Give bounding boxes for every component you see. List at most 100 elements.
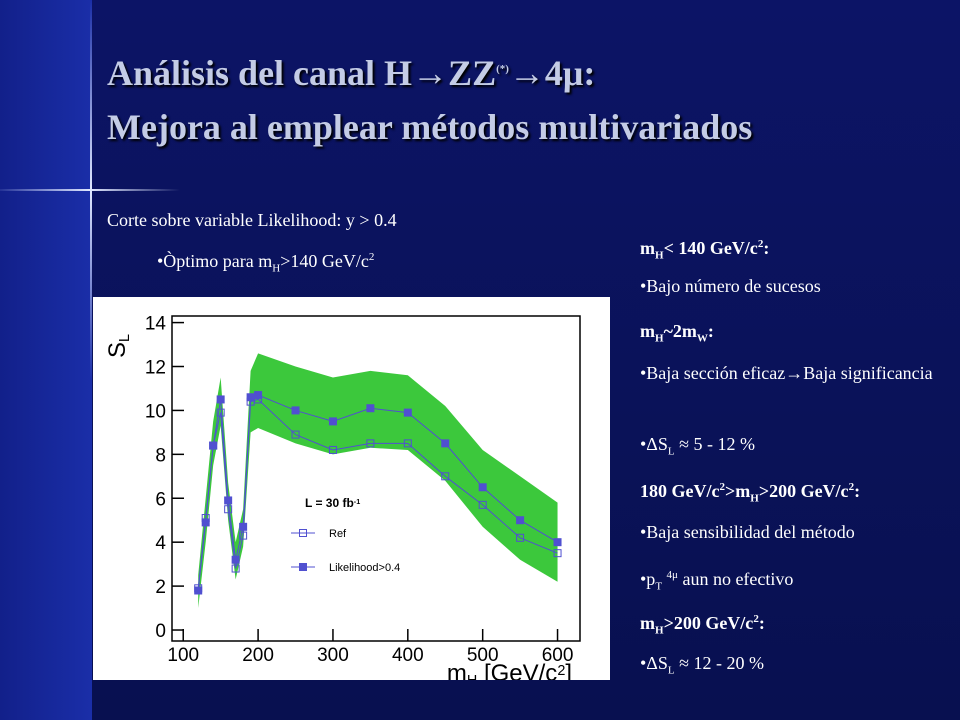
- text-run: >140 GeV/c: [280, 251, 369, 271]
- text-run: ~2m: [663, 321, 697, 341]
- marker: [291, 430, 300, 439]
- text-run: -1: [354, 497, 360, 506]
- text-run: H: [655, 332, 664, 345]
- text-run: L: [667, 445, 675, 458]
- text-run: •p: [640, 569, 656, 589]
- marker: [231, 555, 240, 564]
- marker: [201, 518, 210, 527]
- x-tick-label: 200: [242, 645, 274, 666]
- text-heading: mH< 140 GeV/c2:: [640, 233, 950, 267]
- text-run: (*): [496, 63, 509, 75]
- marker: [231, 564, 240, 573]
- text-run: :: [763, 238, 770, 258]
- marker: [441, 439, 450, 448]
- legend-title: L = 30 fb-1: [305, 496, 360, 510]
- bullet: •Baja sensibilidad del método: [640, 521, 950, 543]
- text-run: 2: [848, 481, 855, 493]
- text-run: •Baja sección eficaz→Baja significancia: [640, 363, 933, 383]
- text-run: :: [758, 613, 765, 633]
- y-tick-label: 0: [155, 621, 166, 642]
- text-run: 2: [557, 663, 565, 679]
- marker: [216, 408, 225, 417]
- marker: [366, 439, 375, 448]
- text-run: Análisis del canal H→ZZ: [107, 53, 497, 93]
- text-run: H: [655, 624, 664, 637]
- legend-marker: [299, 529, 307, 537]
- marker: [254, 391, 263, 400]
- text-run: S: [104, 342, 131, 358]
- flare: [90, 0, 92, 380]
- title-line: Análisis del canal H→ZZ(*)→4μ:: [107, 52, 595, 94]
- x-tick-label: 100: [167, 645, 199, 666]
- marker: [224, 496, 233, 505]
- text-run: Mejora al emplear métodos multivariados: [107, 107, 753, 147]
- y-tick-label: 6: [155, 489, 166, 510]
- text-run: m: [640, 321, 655, 341]
- text-run: L: [667, 664, 675, 677]
- text-run: 2: [719, 481, 725, 493]
- text-run: H: [272, 262, 281, 275]
- text-run: →4μ:: [508, 53, 596, 93]
- text-line: Corte sobre variable Likelihood: y > 0.4: [107, 210, 397, 231]
- text-run: :: [707, 321, 714, 341]
- text-line: •Òptimo para mH>140 GeV/c2: [157, 251, 374, 275]
- text-run: •Òptimo para m: [157, 251, 273, 271]
- marker: [553, 549, 562, 558]
- series-line: [197, 398, 558, 589]
- marker: [441, 472, 450, 481]
- uncertainty-band: [198, 353, 558, 609]
- marker: [224, 505, 233, 514]
- bullet: •ΔSL ≈ 12 - 20 %: [640, 652, 950, 682]
- marker: [246, 393, 255, 402]
- text-run: [GeV/c: [477, 660, 557, 680]
- text-run: < 140 GeV/c: [663, 238, 758, 258]
- y-tick-label: 4: [155, 533, 166, 554]
- text-run: ≈ 5 - 12 %: [674, 434, 755, 454]
- text-run: •ΔS: [640, 653, 668, 673]
- y-tick-label: 2: [155, 577, 166, 598]
- marker: [291, 406, 300, 415]
- marker: [478, 500, 487, 509]
- marker: [366, 404, 375, 413]
- text-run: aun no efectivo: [677, 569, 794, 589]
- text-run: m: [640, 238, 655, 258]
- text-run: >200 GeV/c: [663, 613, 754, 633]
- x-tick-label: 300: [317, 645, 349, 666]
- marker: [478, 483, 487, 492]
- text-run: •Bajo número de sucesos: [640, 276, 821, 296]
- y-axis-label: SL: [104, 334, 133, 358]
- text-run: ]: [565, 660, 572, 680]
- x-tick-label: 600: [542, 645, 574, 666]
- text-run: L = 30 fb: [305, 496, 354, 510]
- x-tick-label: 500: [467, 645, 499, 666]
- marker: [194, 586, 203, 595]
- text-run: 2: [368, 251, 375, 263]
- title-line: Mejora al emplear métodos multivariados: [107, 106, 752, 148]
- y-tick-label: 12: [145, 358, 166, 379]
- y-tick-label: 10: [145, 401, 166, 422]
- marker: [553, 538, 562, 547]
- text-heading: 180 GeV/c2>mH>200 GeV/c2:: [640, 476, 950, 510]
- bullet: •Bajo número de sucesos: [640, 275, 950, 297]
- text-run: •ΔS: [640, 434, 668, 454]
- side-band: [0, 0, 92, 720]
- marker: [209, 441, 218, 450]
- marker: [328, 445, 337, 454]
- x-tick-label: 400: [392, 645, 424, 666]
- y-tick-label: 14: [145, 314, 167, 335]
- text-run: T: [655, 580, 663, 593]
- marker: [516, 516, 525, 525]
- text-run: H: [655, 249, 664, 262]
- marker: [328, 417, 337, 426]
- text-run: :: [854, 481, 861, 501]
- bullet: •pT 4μ aun no efectivo: [640, 564, 950, 598]
- text-run: L: [117, 334, 133, 342]
- text-run: 2: [753, 613, 759, 625]
- x-axis-label: mH [GeV/c2]: [447, 660, 572, 680]
- marker: [239, 522, 248, 531]
- text-heading: mH>200 GeV/c2:: [640, 608, 950, 642]
- text-run: H: [750, 492, 759, 505]
- legend-marker: [299, 563, 307, 571]
- text-run: >m: [724, 481, 751, 501]
